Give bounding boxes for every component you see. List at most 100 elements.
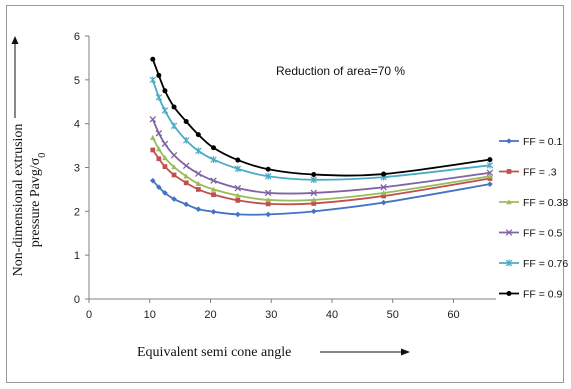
- square-marker: [506, 169, 512, 174]
- x-marker: [310, 189, 318, 197]
- square-marker: [162, 164, 168, 170]
- diamond-marker: [195, 206, 202, 212]
- triangle-marker: [210, 186, 217, 192]
- circle-marker: [150, 56, 156, 62]
- series-5: [149, 76, 494, 184]
- triangle-marker: [162, 155, 168, 161]
- diamond-marker: [506, 138, 512, 144]
- square-marker: [265, 201, 271, 207]
- legend-item: FF = 0.38: [499, 197, 568, 209]
- x-marker: [149, 116, 157, 123]
- star-marker: [149, 76, 157, 84]
- x-marker: [380, 183, 387, 191]
- x-tick-label: 60: [447, 309, 459, 321]
- y-axis-arrow: [11, 36, 19, 118]
- legend-label: FF = 0.9: [523, 289, 563, 301]
- square-marker: [156, 156, 162, 162]
- legend-label: FF = 0.76: [523, 258, 568, 270]
- star-marker: [170, 122, 178, 130]
- circle-marker: [156, 72, 162, 78]
- diamond-marker: [162, 190, 168, 196]
- star-marker: [310, 176, 317, 184]
- legend-label: FF = 0.38: [523, 197, 568, 209]
- series-3: [149, 134, 493, 203]
- triangle-marker: [171, 164, 177, 170]
- x-tick-label: 50: [387, 309, 399, 321]
- circle-marker: [265, 166, 271, 172]
- circle-marker: [381, 171, 387, 177]
- legend-item: FF = .3: [499, 167, 557, 179]
- x-marker: [182, 162, 190, 170]
- x-tick-label: 40: [326, 309, 338, 321]
- circle-marker: [183, 118, 189, 124]
- legend-item: FF = 0.1: [499, 136, 563, 148]
- legend-item: FF = 0.76: [499, 258, 568, 270]
- x-marker: [161, 140, 169, 148]
- circle-marker: [195, 132, 201, 138]
- x-marker: [264, 189, 272, 197]
- star-marker: [505, 259, 513, 267]
- triangle-marker: [506, 199, 512, 205]
- triangle-marker: [380, 190, 387, 196]
- y-tick-label: 2: [74, 206, 80, 218]
- diamond-marker: [310, 208, 317, 215]
- x-marker: [505, 229, 513, 236]
- x-marker: [486, 169, 494, 177]
- circle-marker: [162, 88, 168, 94]
- series-line: [151, 79, 491, 181]
- x-tick-labels: 0 10 20 30 40 50 60: [86, 299, 460, 321]
- diamond-marker: [265, 211, 272, 218]
- square-marker: [235, 197, 241, 203]
- square-marker: [195, 187, 201, 192]
- star-marker: [210, 156, 217, 163]
- diamond-marker: [149, 177, 156, 184]
- star-marker: [155, 94, 163, 101]
- series-4: [149, 116, 494, 197]
- series-line: [151, 118, 491, 195]
- y-tick-label: 4: [74, 119, 80, 131]
- circle-marker: [171, 104, 177, 110]
- x-marker: [170, 151, 178, 159]
- triangle-marker: [195, 180, 202, 186]
- diamond-marker: [210, 208, 217, 215]
- diamond-marker: [380, 199, 387, 206]
- legend-label: FF = 0.5: [523, 228, 563, 240]
- triangle-marker: [183, 173, 189, 179]
- legend: FF = 0.1 FF = .3 FF = 0.38 FF = 0.5 FF = 0.7…: [499, 136, 568, 301]
- circle-marker: [211, 145, 217, 151]
- y-axis-title: Non-dimensional extrusion pressure Pavg/…: [11, 124, 48, 277]
- square-marker: [150, 147, 156, 153]
- y-tick-label: 6: [74, 31, 80, 43]
- y-tick-labels: 0 1 2 3 4 5 6: [74, 31, 89, 306]
- triangle-marker: [487, 173, 493, 179]
- diamond-marker: [171, 196, 177, 202]
- legend-label: FF = .3: [523, 167, 557, 179]
- star-marker: [264, 172, 272, 180]
- y-tick-label: 1: [74, 250, 80, 262]
- diamond-marker: [487, 181, 493, 187]
- series-2: [150, 147, 493, 207]
- x-tick-label: 0: [86, 309, 92, 321]
- square-marker: [183, 180, 189, 186]
- diamond-marker: [156, 184, 162, 191]
- x-axis-arrow: [320, 348, 410, 356]
- x-marker: [155, 130, 163, 137]
- y-tick-label: 3: [74, 163, 80, 175]
- triangle-marker: [156, 146, 162, 152]
- triangle-marker: [235, 192, 241, 198]
- x-marker: [195, 170, 202, 177]
- y-axis-title-line1: Non-dimensional extrusion: [11, 124, 26, 277]
- series-6: [150, 56, 493, 178]
- legend-item: FF = 0.9: [499, 289, 563, 301]
- star-marker: [161, 107, 169, 114]
- chart-annotation: Reduction of area=70 %: [276, 64, 405, 78]
- series-1: [149, 177, 493, 218]
- circle-marker: [235, 157, 241, 163]
- circle-marker: [506, 290, 512, 297]
- legend-label: FF = 0.1: [523, 136, 563, 148]
- triangle-marker: [265, 197, 272, 203]
- x-tick-label: 30: [265, 309, 277, 321]
- diamond-marker: [235, 211, 241, 218]
- x-axis-title: Equivalent semi cone angle: [137, 345, 291, 360]
